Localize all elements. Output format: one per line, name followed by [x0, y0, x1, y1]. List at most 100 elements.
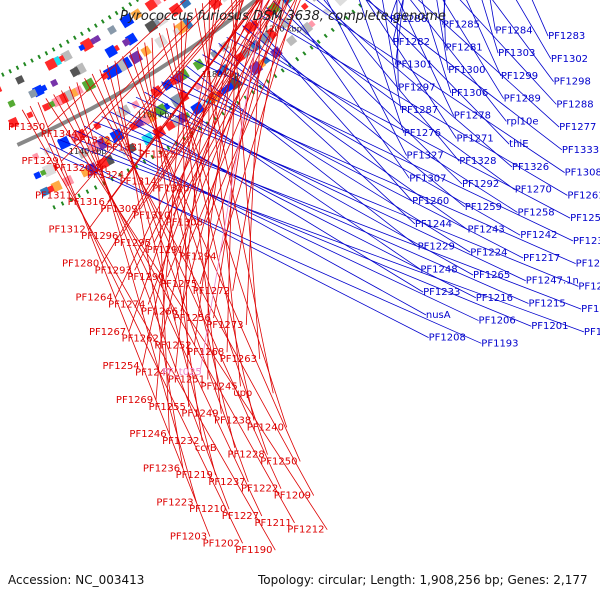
gene-label[interactable]: PF1250 [260, 456, 297, 467]
gene-label[interactable]: PF1306 [451, 88, 488, 99]
gene-label[interactable]: upp [233, 388, 252, 399]
gene-label[interactable]: PF1206 [479, 316, 516, 327]
gene-label[interactable]: PF1210 [189, 504, 226, 515]
gene-label[interactable]: PF1234 [578, 281, 600, 292]
gene-label[interactable]: PF1224 [470, 247, 507, 258]
gene-label[interactable]: PF1271 [456, 133, 493, 144]
gene-label[interactable]: PF1326 [512, 162, 549, 173]
gene-label[interactable]: PF1312 [48, 224, 85, 235]
gene-label[interactable]: PF1246 [129, 429, 166, 440]
gene-label[interactable]: PF1324 [87, 170, 124, 181]
gene-label[interactable]: PF1314 [120, 177, 157, 188]
gene-label[interactable]: PF1229 [418, 242, 455, 253]
gene-label[interactable]: PF1243 [468, 225, 505, 236]
gene-label[interactable]: PF1238 [214, 415, 251, 426]
gene-label[interactable]: PF1329 [21, 156, 58, 167]
gene-label[interactable]: rpl10e [506, 116, 538, 127]
gene-label[interactable]: PF1299 [501, 71, 538, 82]
gene-label[interactable]: PF1211 [255, 518, 292, 529]
gene-label[interactable]: PF1282 [393, 37, 430, 48]
gene-label[interactable]: PF1273 [206, 320, 243, 331]
gene-label[interactable]: PF1261 [567, 190, 600, 201]
gene-label[interactable]: PF1253 [576, 259, 600, 270]
gene-label[interactable]: PF1203 [170, 532, 207, 543]
gene-label[interactable]: PF1311 [35, 190, 72, 201]
gene-label[interactable]: PF1310 [133, 211, 170, 222]
gene-label[interactable]: PF1209 [274, 491, 311, 502]
gene-label[interactable]: PF1266 [141, 306, 178, 317]
gene-label[interactable]: PF1208 [429, 333, 466, 344]
gene-label[interactable]: PF1293 [95, 265, 132, 276]
gene-label[interactable]: PF1301 [396, 60, 433, 71]
gene-label[interactable]: PF1320.1n [54, 163, 107, 174]
gene-label[interactable]: PF1252 [154, 340, 191, 351]
gene-label[interactable]: ccrB [195, 443, 217, 454]
gene-label[interactable]: PF1240 [247, 422, 284, 433]
gene-label[interactable]: PF1228 [228, 450, 265, 461]
gene-label[interactable]: PF1247.1n [526, 276, 579, 287]
gene-label[interactable]: PF1227 [222, 511, 259, 522]
gene-label[interactable]: PF1198 [584, 327, 600, 338]
gene-label[interactable]: PF1276 [404, 128, 441, 139]
gene-label[interactable]: PF1265 [473, 270, 510, 281]
gene-label[interactable]: PF1298 [554, 77, 591, 88]
gene-label[interactable]: PF1284 [495, 25, 532, 36]
gene-label[interactable]: PF1233 [423, 287, 460, 298]
gene-label[interactable]: PF1256 [174, 313, 211, 324]
gene-label[interactable]: PF1281 [445, 42, 482, 53]
gene-label[interactable]: PF1268 [187, 347, 224, 358]
gene-label[interactable]: PF1232 [162, 436, 199, 447]
gene-label[interactable]: PF1248 [420, 264, 457, 275]
gene-label[interactable]: PF1316 [68, 197, 105, 208]
gene-label[interactable]: PF1212 [287, 525, 324, 536]
gene-label[interactable]: PF1270 [515, 185, 552, 196]
gene-label[interactable]: PF1259 [465, 202, 502, 213]
gene-label[interactable]: PF1280 [62, 259, 99, 270]
gene-label[interactable]: PF1327 [407, 151, 444, 162]
gene-label[interactable]: PF1291 [147, 245, 184, 256]
gene-label[interactable]: PF1237 [208, 477, 245, 488]
gene-label[interactable]: PF1264 [75, 293, 112, 304]
gene-label[interactable]: nusA [426, 310, 451, 321]
gene-label[interactable]: PF1350 [8, 122, 45, 133]
gene-label[interactable]: PF1283 [548, 31, 585, 42]
gene-label[interactable]: PF1201 [531, 321, 568, 332]
gene-label[interactable]: PF1214.2n [581, 304, 600, 315]
gene-label[interactable]: PF1288 [556, 99, 593, 110]
gene-label[interactable]: PF1287 [401, 105, 438, 116]
gene-label[interactable]: PF1257 [570, 213, 600, 224]
gene-label[interactable]: PF1274 [108, 299, 145, 310]
gene-label[interactable]: PF1295 [114, 238, 151, 249]
gene-label[interactable]: PF1217 [523, 253, 560, 264]
gene-label[interactable]: PF1245 [201, 381, 238, 392]
gene-label[interactable]: PF1244 [415, 219, 452, 230]
gene-label[interactable]: PF1308.2n [565, 168, 600, 179]
gene-label[interactable]: PF1219 [176, 470, 213, 481]
gene-label[interactable]: PF1333 [562, 145, 599, 156]
gene-label[interactable]: PF1190 [235, 545, 272, 556]
gene-label[interactable]: PF1275 [160, 279, 197, 290]
gene-label[interactable]: PF1307 [409, 173, 446, 184]
rna-gene-label[interactable]: PF_t025 [162, 367, 202, 378]
gene-label[interactable]: PF1292 [462, 179, 499, 190]
gene-label[interactable]: PF1328 [459, 156, 496, 167]
gene-label[interactable]: PF1344 [41, 129, 78, 140]
gene-label[interactable]: PF1303 [498, 48, 535, 59]
gene-label[interactable]: PF1216 [476, 293, 513, 304]
gene-label[interactable]: PF1251 [168, 375, 205, 386]
gene-label[interactable]: PF1263 [220, 354, 257, 365]
gene-label[interactable]: PF1236 [143, 463, 180, 474]
gene-label[interactable]: PF1290 [127, 272, 164, 283]
gene-label[interactable]: PF1258 [517, 207, 554, 218]
gene-label[interactable]: PF1286 [390, 14, 427, 25]
gene-label[interactable]: PF1300 [448, 65, 485, 76]
gene-label[interactable]: PF1331 [106, 142, 143, 153]
gene-label[interactable]: PF1242 [520, 230, 557, 241]
gene-label[interactable]: PF1309 [100, 204, 137, 215]
gene-label[interactable]: thiE [509, 139, 528, 150]
gene-label[interactable]: PF1267 [89, 327, 126, 338]
gene-label[interactable]: PF1260 [412, 196, 449, 207]
gene-label[interactable]: PF1277 [559, 122, 596, 133]
gene-label[interactable]: PF1223 [156, 497, 193, 508]
gene-label[interactable]: PF1215 [528, 298, 565, 309]
